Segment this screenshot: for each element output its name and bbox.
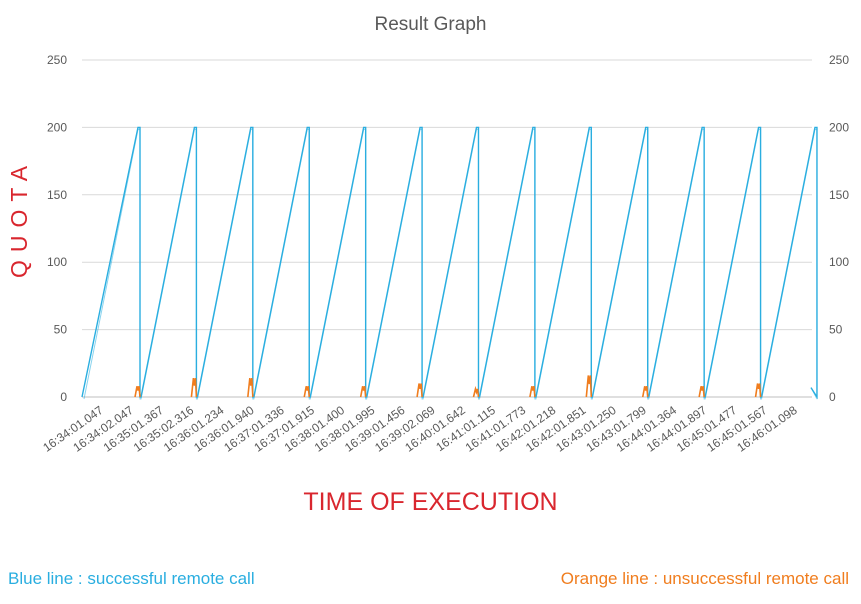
y-tick-label: 0 (60, 390, 67, 404)
y-axis-right: 0 50 100 150 200 250 (829, 53, 849, 404)
y2-tick-label: 200 (829, 120, 849, 134)
x-axis-label: TIME OF EXECUTION (303, 488, 558, 516)
y-axis-left: 0 50 100 150 200 250 (47, 53, 67, 404)
y2-tick-label: 250 (829, 53, 849, 67)
y2-tick-label: 150 (829, 188, 849, 202)
series-burst-unsuccessful (641, 386, 649, 398)
legend-note-unsuccessful: Orange line : unsuccessful remote call (560, 569, 849, 588)
y-tick-label: 50 (54, 323, 68, 337)
series-burst-unsuccessful (247, 378, 254, 398)
chart-title: Result Graph (374, 14, 487, 35)
series-line-successful-trace (83, 128, 818, 400)
series-successful (81, 126, 818, 400)
series-burst-unsuccessful (472, 385, 480, 398)
series-burst-unsuccessful (303, 386, 311, 398)
series-burst-unsuccessful (190, 378, 198, 398)
y-axis-label: QUOTA (6, 157, 32, 278)
series-burst-unsuccessful (585, 375, 593, 398)
y2-tick-label: 100 (829, 255, 849, 269)
y-tick-label: 100 (47, 255, 67, 269)
y2-tick-label: 0 (829, 390, 836, 404)
y-tick-label: 200 (47, 120, 67, 134)
x-axis: 16:34:01.04716:34:02.04716:35:01.36716:3… (40, 403, 800, 455)
y-tick-label: 150 (47, 188, 67, 202)
legend-note-successful: Blue line : successful remote call (8, 569, 255, 588)
y-tick-label: 250 (47, 53, 67, 67)
gridlines (82, 59, 812, 398)
series-unsuccessful (134, 375, 762, 398)
series-burst-unsuccessful (416, 383, 423, 398)
y2-tick-label: 50 (829, 323, 843, 337)
series-burst-unsuccessful (359, 386, 367, 398)
series-burst-unsuccessful (529, 386, 536, 398)
series-burst-unsuccessful (698, 386, 705, 398)
series-burst-unsuccessful (754, 383, 762, 398)
series-burst-unsuccessful (134, 386, 141, 398)
